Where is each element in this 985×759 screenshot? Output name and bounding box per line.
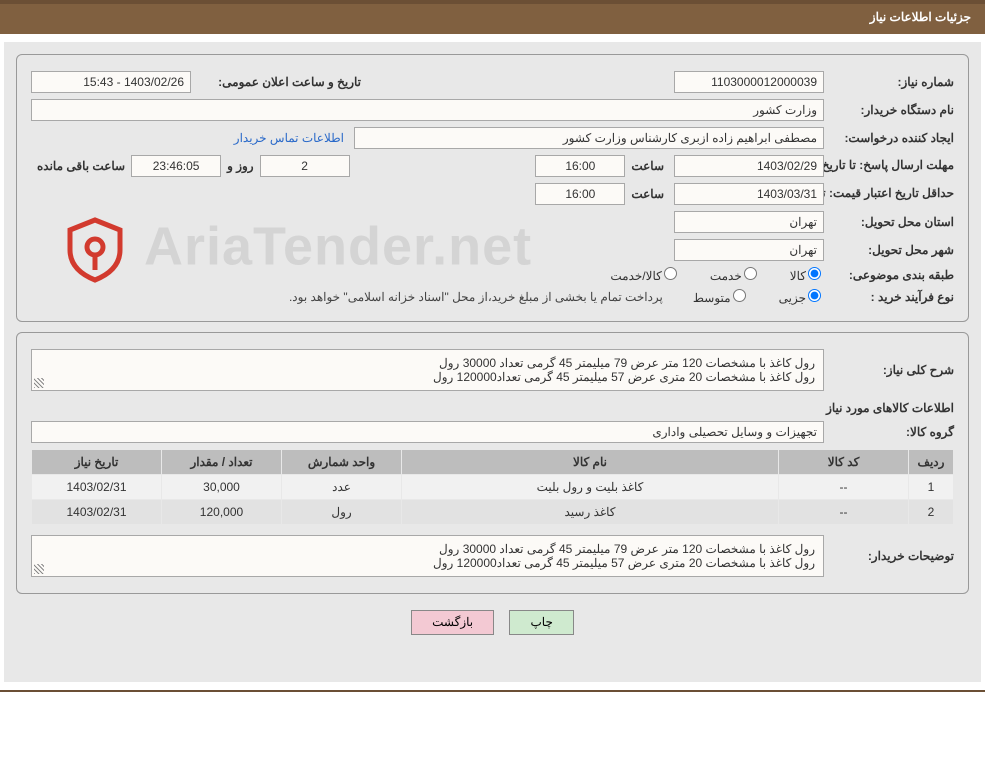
cell-qty: 120,000 — [162, 500, 282, 525]
proc-medium-radio[interactable] — [733, 289, 746, 302]
remaining-days: 2 — [260, 155, 350, 177]
items-section-title: اطلاعات کالاهای مورد نیاز — [31, 401, 954, 415]
cat-both-radio[interactable] — [664, 267, 677, 280]
table-header-row: ردیف کد کالا نام کالا واحد شمارش تعداد /… — [32, 450, 954, 475]
cell-name: کاغذ بلیت و رول بلیت — [402, 475, 779, 500]
proc-partial-option[interactable]: جزیی — [779, 289, 824, 305]
cell-idx: 2 — [909, 500, 954, 525]
back-button[interactable]: بازگشت — [411, 610, 494, 635]
province-value: تهران — [674, 211, 824, 233]
proc-partial-radio[interactable] — [808, 289, 821, 302]
cell-date: 1403/02/31 — [32, 500, 162, 525]
buyer-contact-link[interactable]: اطلاعات تماس خریدار — [234, 131, 344, 145]
city-value: تهران — [674, 239, 824, 261]
th-date: تاریخ نیاز — [32, 450, 162, 475]
proc-label: نوع فرآیند خرید : — [824, 290, 954, 304]
group-value: تجهیزات و وسایل تحصیلی واداری — [31, 421, 824, 443]
cat-service-radio[interactable] — [744, 267, 757, 280]
cat-goods-radio[interactable] — [808, 267, 821, 280]
th-qty: تعداد / مقدار — [162, 450, 282, 475]
deadline-label: مهلت ارسال پاسخ: تا تاریخ: — [824, 158, 954, 174]
header-title: جزئیات اطلاعات نیاز — [856, 4, 985, 34]
deadline-time-label: ساعت — [625, 159, 664, 173]
need-desc-line2: رول کاغذ با مشخصات 20 متری عرض 57 میلیمت… — [40, 370, 815, 384]
table-row: 1 -- کاغذ بلیت و رول بلیت عدد 30,000 140… — [32, 475, 954, 500]
requester-label: ایجاد کننده درخواست: — [824, 131, 954, 145]
buyer-org-label: نام دستگاه خریدار: — [824, 103, 954, 117]
cell-unit: رول — [282, 500, 402, 525]
footer-border — [0, 690, 985, 692]
remaining-time: 23:46:05 — [131, 155, 221, 177]
buyer-org-value: وزارت کشور — [31, 99, 824, 121]
resize-handle-icon — [34, 378, 44, 388]
proc-medium-option[interactable]: متوسط — [693, 289, 749, 305]
validity-time-label: ساعت — [625, 187, 664, 201]
print-button[interactable]: چاپ — [509, 610, 573, 635]
need-desc-line1: رول کاغذ با مشخصات 120 متر عرض 79 میلیمت… — [40, 356, 815, 370]
remaining-label: ساعت باقی مانده — [31, 159, 131, 173]
buyer-desc-box: رول کاغذ با مشخصات 120 متر عرض 79 میلیمت… — [31, 535, 824, 577]
buyer-desc-line1: رول کاغذ با مشخصات 120 متر عرض 79 میلیمت… — [40, 542, 815, 556]
need-desc-box: رول کاغذ با مشخصات 120 متر عرض 79 میلیمت… — [31, 349, 824, 391]
group-label: گروه کالا: — [824, 425, 954, 439]
need-desc-label: شرح کلی نیاز: — [824, 363, 954, 377]
need-no-value: 1103000012000039 — [674, 71, 824, 93]
cat-both-option[interactable]: کالا/خدمت — [610, 267, 679, 283]
cat-service-option[interactable]: خدمت — [710, 267, 760, 283]
validity-label: حداقل تاریخ اعتبار قیمت: تا تاریخ: — [824, 186, 954, 202]
announce-value: 1403/02/26 - 15:43 — [31, 71, 191, 93]
th-code: کد کالا — [779, 450, 909, 475]
cell-code: -- — [779, 500, 909, 525]
need-no-label: شماره نیاز: — [824, 75, 954, 89]
remaining-days-label: روز و — [221, 159, 260, 173]
cell-name: کاغذ رسید — [402, 500, 779, 525]
cell-qty: 30,000 — [162, 475, 282, 500]
info-panel: شماره نیاز: 1103000012000039 تاریخ و ساع… — [16, 54, 969, 322]
province-label: استان محل تحویل: — [824, 215, 954, 229]
buyer-desc-label: توضیحات خریدار: — [824, 549, 954, 563]
th-name: نام کالا — [402, 450, 779, 475]
cell-idx: 1 — [909, 475, 954, 500]
validity-time: 16:00 — [535, 183, 625, 205]
announce-label: تاریخ و ساعت اعلان عمومی: — [191, 75, 361, 89]
cell-unit: عدد — [282, 475, 402, 500]
resize-handle-icon — [34, 564, 44, 574]
table-row: 2 -- کاغذ رسید رول 120,000 1403/02/31 — [32, 500, 954, 525]
need-panel: شرح کلی نیاز: رول کاغذ با مشخصات 120 متر… — [16, 332, 969, 594]
cat-goods-option[interactable]: کالا — [790, 267, 824, 283]
validity-date: 1403/03/31 — [674, 183, 824, 205]
requester-value: مصطفی ابراهیم زاده ازبری کارشناس وزارت ک… — [354, 127, 824, 149]
deadline-date: 1403/02/29 — [674, 155, 824, 177]
th-unit: واحد شمارش — [282, 450, 402, 475]
cell-code: -- — [779, 475, 909, 500]
header-spacer — [0, 4, 856, 34]
deadline-time: 16:00 — [535, 155, 625, 177]
proc-note: پرداخت تمام یا بخشی از مبلغ خرید،از محل … — [289, 290, 663, 304]
page-header: جزئیات اطلاعات نیاز — [0, 0, 985, 34]
category-label: طبقه بندی موضوعی: — [824, 268, 954, 282]
th-idx: ردیف — [909, 450, 954, 475]
button-bar: چاپ بازگشت — [16, 610, 969, 635]
buyer-desc-line2: رول کاغذ با مشخصات 20 متری عرض 57 میلیمت… — [40, 556, 815, 570]
items-table: ردیف کد کالا نام کالا واحد شمارش تعداد /… — [31, 449, 954, 525]
cell-date: 1403/02/31 — [32, 475, 162, 500]
content-area: AriaTender.net شماره نیاز: 1103000012000… — [4, 42, 981, 682]
city-label: شهر محل تحویل: — [824, 243, 954, 257]
